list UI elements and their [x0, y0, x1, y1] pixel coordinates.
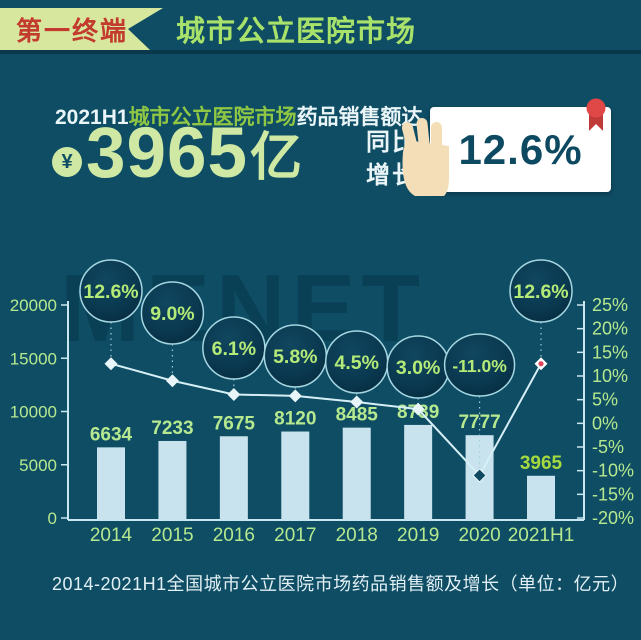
bar-value-label: 8485: [336, 405, 379, 426]
x-axis-label: 2017: [274, 525, 316, 546]
left-axis-label: 20000: [10, 296, 57, 315]
right-axis-label: 5%: [592, 390, 618, 410]
right-axis-label: -20%: [592, 508, 634, 528]
yuan-coin-icon: ¥: [52, 147, 82, 178]
growth-bubble: [443, 333, 516, 397]
bar-2017: [281, 431, 310, 520]
sales-growth-chart: MENET05000100001500020000-20%-15%-10%-5%…: [10, 255, 634, 546]
left-axis-label: 15000: [10, 349, 57, 368]
bar-value-label: 8120: [274, 409, 316, 430]
bar-2018: [342, 427, 371, 520]
line-marker-highlight-dot: [538, 361, 544, 367]
line-marker: [411, 402, 425, 416]
left-axis-label: 10000: [10, 403, 57, 422]
bar-2021H1: [527, 475, 556, 520]
award-ribbon-icon: [586, 98, 606, 131]
growth-bubble: [140, 281, 205, 345]
growth-value: 12.6%: [458, 125, 583, 173]
hand-icon: [401, 118, 449, 196]
x-axis-label: 2019: [397, 525, 439, 546]
headline-market: 城市公立医院市场: [128, 106, 297, 129]
growth-bubble-label: 6.1%: [212, 338, 256, 360]
growth-line: [110, 362, 542, 478]
headline-line: 2021H1城市公立医院市场药品销售额达: [55, 101, 423, 131]
x-axis-label: 2016: [213, 525, 255, 546]
left-axis-label: 5000: [19, 456, 57, 475]
right-axis-label: -5%: [592, 437, 624, 457]
growth-bubble: [79, 259, 143, 323]
growth-bubble-label: 4.5%: [334, 352, 378, 374]
bar-2016: [219, 436, 248, 520]
line-marker: [227, 387, 241, 401]
growth-bubble: [509, 259, 573, 323]
x-axis-label: 2015: [151, 525, 193, 546]
bar-value-label: 7233: [151, 418, 193, 439]
right-axis-label: 25%: [592, 295, 628, 315]
line-marker: [165, 374, 179, 388]
amount-value: 3965: [86, 114, 248, 193]
header-shadow-divider: [0, 50, 641, 54]
bar-2014: [97, 447, 125, 520]
x-axis-label: 2020: [458, 525, 500, 546]
right-axis-label: -10%: [592, 461, 634, 481]
header-badge-label: 第一终端: [16, 15, 129, 46]
header-badge: 第一终端: [0, 8, 163, 50]
header: 第一终端 城市公立医院市场: [0, 8, 641, 50]
amount-unit: 亿: [249, 129, 302, 188]
right-axis-label: 15%: [592, 342, 628, 362]
headline-prefix: 2021H1: [55, 106, 129, 129]
growth-card: 12.6%: [430, 107, 611, 192]
bar-value-label: 6634: [90, 424, 133, 445]
line-marker: [288, 389, 302, 403]
right-axis-label: 20%: [592, 319, 628, 339]
bar-2019: [404, 424, 433, 520]
line-marker: [472, 468, 487, 483]
x-axis-label: 2014: [90, 525, 133, 546]
headline-suffix: 药品销售额达: [296, 106, 423, 129]
amount-row: ¥ 3965 亿: [52, 114, 302, 193]
growth-bubble-label: 3.0%: [396, 357, 440, 379]
page-title: 城市公立医院市场: [176, 16, 417, 48]
x-axis-label: 2018: [336, 525, 378, 546]
left-axis-label: 0: [48, 509, 57, 528]
right-axis-label: -15%: [592, 484, 634, 504]
right-axis-label: 10%: [592, 366, 628, 386]
growth-bubble-label: 12.6%: [83, 281, 138, 303]
right-axis-label: 0%: [592, 413, 618, 433]
growth-bubble-label: 5.8%: [273, 346, 317, 368]
bar-value-label: 3965: [520, 453, 563, 474]
bar-value-label: 7675: [213, 413, 256, 434]
bar-value-label: 7777: [458, 412, 500, 433]
growth-bubble-label: -11.0%: [452, 356, 507, 376]
chart-caption: 2014-2021H1全国城市公立医院市场药品销售额及增长（单位：亿元）: [52, 574, 630, 594]
yuan-symbol: ¥: [61, 150, 73, 173]
bar-2015: [158, 440, 187, 520]
growth-bubble-label: 9.0%: [150, 303, 194, 325]
growth-bubble-label: 12.6%: [513, 281, 568, 303]
x-axis-label: 2021H1: [508, 525, 575, 546]
